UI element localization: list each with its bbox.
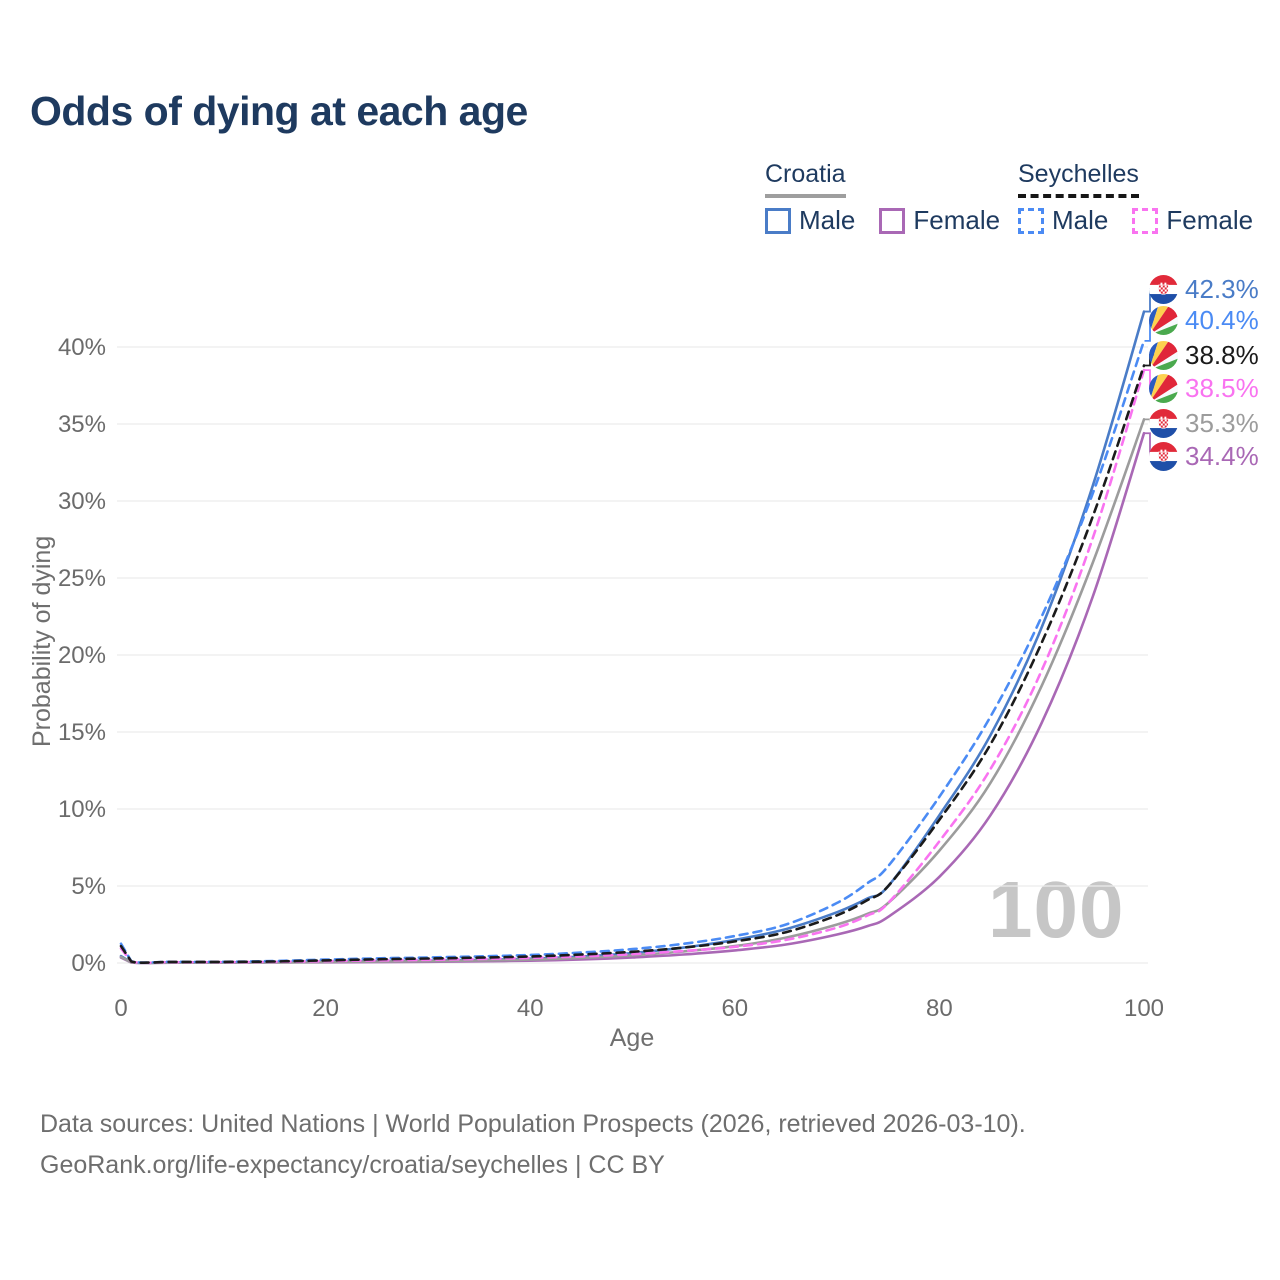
croatia-flag-icon [1149, 442, 1178, 471]
x-axis-title: Age [609, 1024, 655, 1052]
x-tick-label: 0 [114, 995, 127, 1022]
end-label-value-seychelles_both: 38.8% [1185, 340, 1259, 370]
end-label-row-seychelles_female: 38.5% [1149, 373, 1259, 404]
y-tick-label: 10% [58, 796, 106, 823]
legend-item-label: Female [913, 205, 1001, 235]
x-tick-label: 60 [721, 995, 748, 1022]
legend-group-seychelles: Seychelles Male Female [1018, 160, 1253, 236]
end-label-value-croatia_female: 34.4% [1185, 441, 1259, 471]
seychelles-male-swatch-icon [1018, 207, 1044, 234]
croatia-flag-icon [1149, 409, 1178, 438]
y-tick-label: 5% [71, 873, 106, 900]
end-label-row-seychelles_male: 40.4% [1149, 305, 1259, 336]
legend-seychelles-title: Seychelles [1018, 160, 1139, 198]
croatia-male-swatch-icon [765, 207, 791, 234]
seychelles-female-swatch-icon [1132, 207, 1159, 234]
legend-item-label: Female [1166, 205, 1254, 235]
croatia-flag-icon [1149, 275, 1178, 304]
croatia-female-swatch-icon [879, 207, 906, 234]
legend-item-seychelles-male[interactable]: Male [1018, 205, 1108, 236]
y-tick-label: 40% [58, 334, 106, 361]
end-label-value-seychelles_female: 38.5% [1185, 373, 1259, 403]
end-label-row-croatia_both: 35.3% [1149, 408, 1259, 439]
chart-footer: Data sources: United Nations | World Pop… [40, 1104, 1026, 1186]
end-label-row-croatia_male: 42.3% [1149, 274, 1259, 305]
y-tick-label: 0% [71, 950, 106, 977]
age-watermark: 100 [988, 865, 1125, 954]
page-title: Odds of dying at each age [30, 88, 528, 134]
legend-croatia-items: Male Female [765, 205, 1000, 236]
seychelles-flag-icon [1149, 306, 1178, 335]
end-label-row-seychelles_both: 38.8% [1149, 340, 1259, 371]
legend-item-label: Male [799, 205, 856, 235]
y-tick-label: 25% [58, 565, 106, 592]
y-tick-label: 35% [58, 411, 106, 438]
y-tick-label: 30% [58, 488, 106, 515]
y-tick-label: 20% [58, 642, 106, 669]
x-tick-label: 100 [1124, 995, 1164, 1022]
legend-group-croatia: Croatia Male Female [765, 160, 1000, 236]
legend-item-croatia-female[interactable]: Female [879, 205, 1000, 236]
legend-croatia-title: Croatia [765, 160, 846, 198]
end-label-value-croatia_both: 35.3% [1185, 408, 1259, 438]
end-label-row-croatia_female: 34.4% [1149, 441, 1259, 472]
end-label-value-croatia_male: 42.3% [1185, 274, 1259, 304]
seychelles-flag-icon [1149, 374, 1178, 403]
seychelles-flag-icon [1149, 341, 1178, 370]
x-tick-label: 40 [517, 995, 544, 1022]
series-line-seychelles_both[interactable] [119, 364, 1146, 964]
legend-seychelles-items: Male Female [1018, 205, 1253, 236]
data-sources-line: Data sources: United Nations | World Pop… [40, 1110, 1026, 1138]
x-tick-label: 20 [312, 995, 339, 1022]
legend-item-label: Male [1052, 205, 1109, 235]
x-tick-label: 80 [926, 995, 953, 1022]
legend-item-seychelles-female[interactable]: Female [1132, 205, 1253, 236]
legend-item-croatia-male[interactable]: Male [765, 205, 855, 236]
y-tick-label: 15% [58, 719, 106, 746]
attribution-line: GeoRank.org/life-expectancy/croatia/seyc… [40, 1151, 665, 1179]
end-label-value-seychelles_male: 40.4% [1185, 305, 1259, 335]
